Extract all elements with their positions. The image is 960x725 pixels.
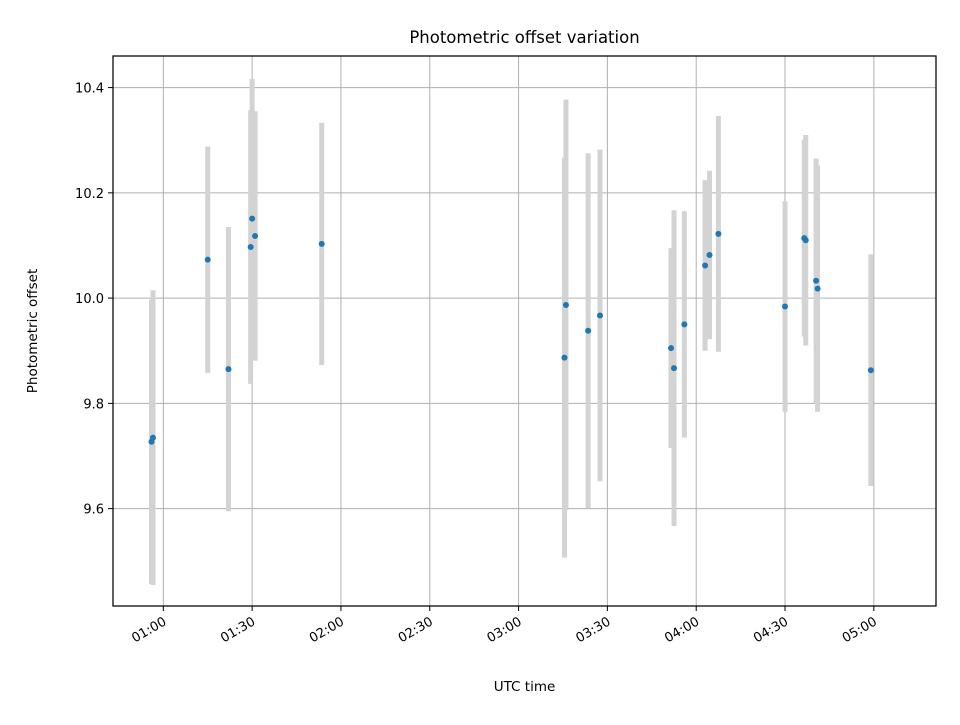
y-axis-label: Photometric offset [25,269,41,393]
data-points [148,215,874,445]
y-tick-label: 10.4 [75,82,104,97]
grid-lines [113,56,936,606]
chart-title: Photometric offset variation [409,28,639,47]
data-point [561,354,568,361]
x-axis-label: UTC time [494,679,556,695]
data-point [702,262,709,269]
y-tick-label: 10.0 [75,292,104,307]
data-point [149,434,156,441]
y-tick-label: 9.8 [83,397,104,412]
data-point [802,237,809,244]
data-point [681,321,688,328]
data-point [252,233,259,239]
data-point [867,367,874,374]
data-point [668,345,675,352]
data-point [225,366,232,373]
data-point [671,365,678,372]
data-point [782,303,789,310]
plot-frame [112,55,937,607]
data-point [318,240,325,247]
data-point [585,327,592,334]
data-point [247,244,254,251]
y-tick-label: 10.2 [75,187,104,202]
data-point [706,251,713,258]
data-point [715,230,722,237]
data-point [562,301,569,308]
data-point [596,312,603,319]
y-tick-label: 9.6 [83,503,104,518]
data-point [814,285,821,292]
data-point [249,215,256,222]
data-point [813,277,820,284]
data-point [204,256,211,263]
